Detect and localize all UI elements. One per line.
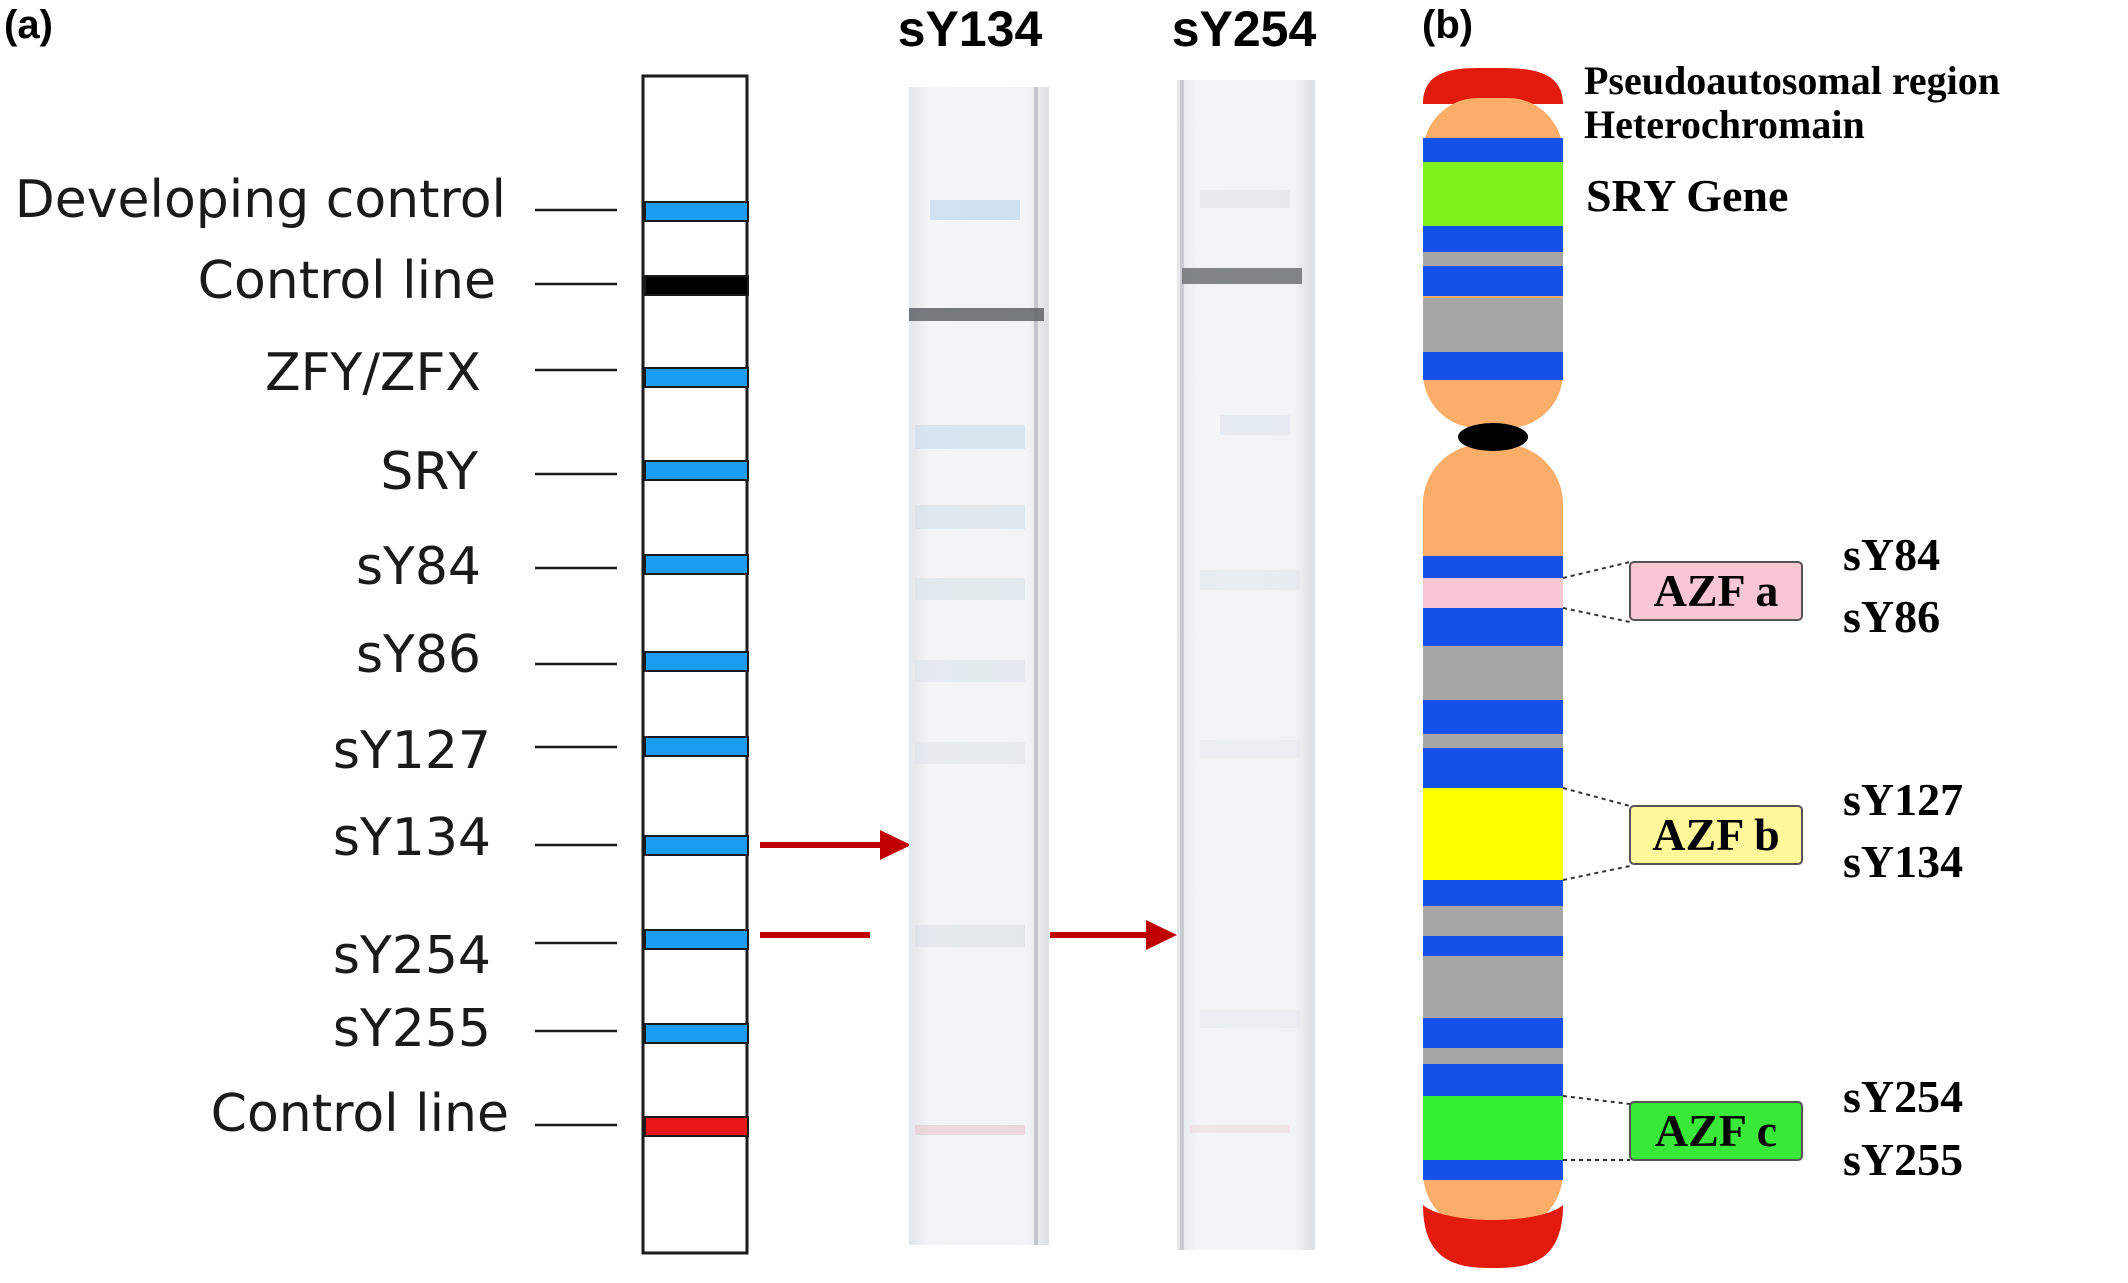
band-blue [1423,226,1563,252]
band-sy255 [644,1023,749,1044]
strip-label-sy86: sY86 [356,625,481,685]
band-blue [1423,1064,1563,1096]
band-blue [1423,700,1563,734]
sry-gene-label: SRY Gene [1586,170,1788,221]
band-blue [1423,556,1563,578]
leader-lines [535,208,617,1127]
band-sy127 [644,736,749,757]
panel-a-label: (a) [4,3,53,47]
centromere [1458,423,1528,451]
marker-sy255: sY255 [1843,1134,1963,1185]
test-strip-sy254 [1177,80,1315,1250]
marker-sy127: sY127 [1843,774,1963,825]
strip-label-control-line-top: Control line [198,251,496,311]
band-sy86 [644,651,749,672]
azf-leaders [1562,561,1631,1161]
band-gray [1423,298,1563,352]
y-chromosome [1423,67,1563,1268]
azf-b-band [1423,788,1563,880]
band-blue [1423,936,1563,956]
azf-c-band [1423,1096,1563,1160]
test-strip-label-sy134: sY134 [898,1,1043,57]
band-control-line-top [644,275,749,296]
sry-gene-band [1423,162,1563,226]
strip-label-sy84: sY84 [356,537,481,597]
pseudoautosomal-label: Pseudoautosomal region [1584,58,2000,103]
band-blue [1423,880,1563,906]
band-sy134 [644,835,749,856]
band-gray [1423,646,1563,700]
band-blue [1423,266,1563,296]
arrow-sy254 [760,920,1177,950]
azf-c-box: AZF c [1629,1101,1803,1161]
azf-a-band [1423,578,1563,608]
strip-label-sy255: sY255 [333,999,491,1059]
band-gray [1423,1048,1563,1064]
band-blue [1423,1018,1563,1048]
strip-label-sy127: sY127 [333,721,491,781]
marker-sy134: sY134 [1843,836,1963,887]
azf-a-box: AZF a [1629,561,1803,621]
band-gray [1423,734,1563,748]
band-blue [1423,748,1563,788]
test-strip-label-sy254: sY254 [1172,1,1317,57]
strip-label-zfy-zfx: ZFY/ZFX [265,343,481,403]
test-strip-sy134 [909,87,1049,1245]
marker-sy84: sY84 [1843,529,1940,580]
heterochromatin-label: Heterochromain [1584,102,1865,147]
band-developing-control [644,201,749,222]
band-sy254 [644,929,749,950]
azf-b-label: AZF b [1652,809,1779,860]
band-gray [1423,252,1563,266]
strip-label-sy134: sY134 [333,808,491,868]
strip-label-sy254: sY254 [333,926,491,986]
marker-sy86: sY86 [1843,591,1940,642]
azf-a-label: AZF a [1654,565,1779,616]
band-control-line-bottom [644,1116,749,1137]
marker-sy254: sY254 [1843,1071,1963,1122]
strip-diagram: Developing control Control line ZFY/ZFX … [15,170,617,1144]
azf-b-box: AZF b [1629,805,1803,865]
arrow-sy134 [760,830,911,860]
band-zfy-zfx [644,367,749,388]
band-blue [1423,138,1563,162]
strip-bands [644,201,749,1137]
band-gray [1423,956,1563,1018]
strip-label-sry: SRY [380,442,478,502]
azf-c-label: AZF c [1655,1105,1777,1156]
panel-b-label: (b) [1422,3,1473,47]
band-sy84 [644,554,749,575]
band-sry [644,460,749,481]
band-blue [1423,608,1563,646]
band-gray [1423,906,1563,936]
strip-label-control-line-bottom: Control line [211,1084,509,1144]
strip-label-developing-control: Developing control [15,170,506,230]
top-telomere [1423,67,1563,104]
bottom-telomere [1423,1205,1563,1268]
band-blue [1423,352,1563,380]
band-blue [1423,1160,1563,1180]
